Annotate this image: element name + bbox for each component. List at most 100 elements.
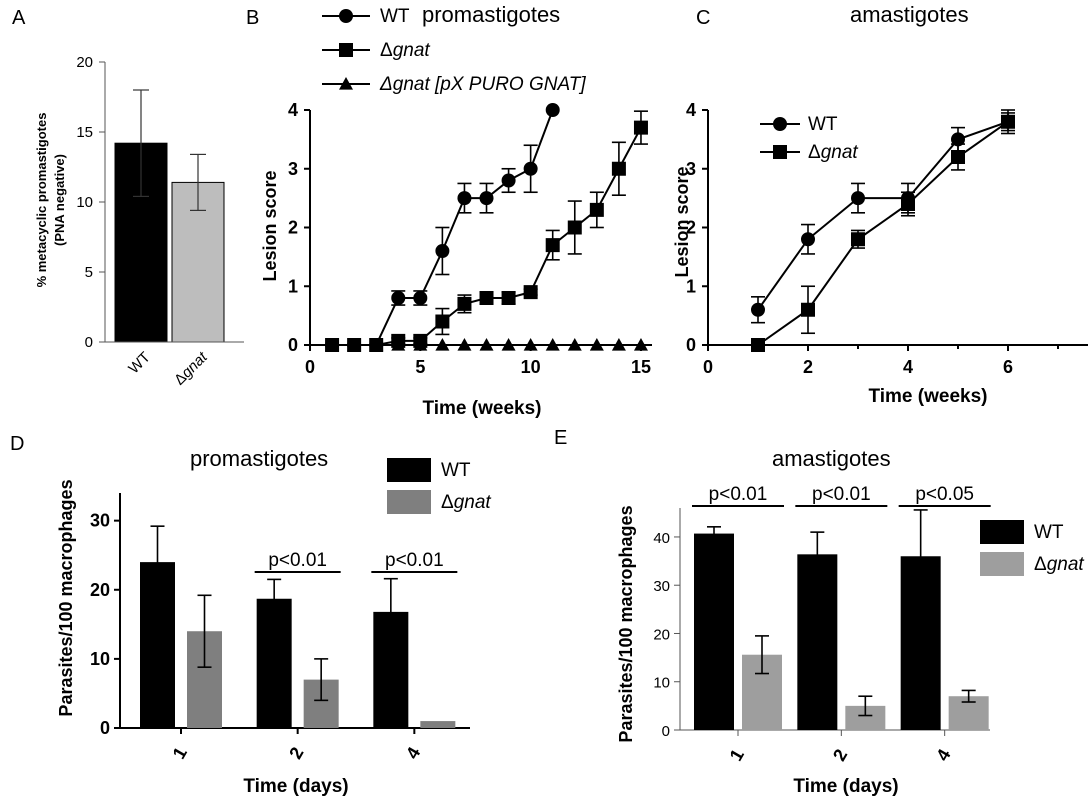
panel-b-data-point bbox=[567, 220, 582, 235]
panel-a-ylabel-line2: (PNA negative) bbox=[52, 154, 67, 246]
panel-d-bar bbox=[256, 598, 292, 728]
panel-b-legend-label: Δgnat bbox=[380, 40, 430, 61]
panel-a-yticks: 0 5 10 15 20 bbox=[76, 54, 105, 351]
panel-a-ytick-label: 20 bbox=[76, 54, 93, 71]
panel-b-legend: WT Δgnat Δgnat [pX PURO GNAT] bbox=[322, 6, 586, 95]
panel-c-data-point bbox=[851, 232, 865, 247]
panel-b-data-point bbox=[523, 285, 538, 300]
panel-b-data-point bbox=[413, 291, 428, 305]
panel-label-d: D bbox=[10, 433, 24, 455]
panel-e-legend-label: Δgnat bbox=[1034, 554, 1084, 575]
panel-b-data-point bbox=[545, 338, 560, 351]
panel-e-p-value: p<0.01 bbox=[709, 484, 768, 505]
panel-d-legend-label: WT bbox=[441, 460, 471, 481]
panel-b: B promastigotes WT Δgnat Δgnat [pX PURO GN… bbox=[246, 2, 652, 419]
panel-d-bar bbox=[420, 721, 456, 728]
panel-b-title: promastigotes bbox=[422, 2, 560, 27]
panel-b-xtick-label: 10 bbox=[521, 357, 541, 377]
panel-a-ytick-label: 10 bbox=[76, 194, 93, 211]
panel-b-data-point bbox=[589, 202, 604, 217]
panel-label-e: E bbox=[554, 427, 567, 449]
panel-c-xlabel: Time (weeks) bbox=[869, 386, 988, 407]
panel-c-legend-marker bbox=[773, 117, 787, 131]
panel-b-data-point bbox=[567, 338, 582, 351]
panel-e-xlabel: Time (days) bbox=[793, 776, 898, 797]
panel-d-xtick-label: 2 bbox=[285, 744, 307, 763]
panel-b-xtick-label: 5 bbox=[415, 357, 425, 377]
panel-d-ylabel: Parasites/100 macrophages bbox=[56, 479, 76, 716]
panel-b-ytick-label: 2 bbox=[288, 218, 298, 238]
panel-b-xtick-label: 15 bbox=[631, 357, 651, 377]
panel-e-legend-label: WT bbox=[1034, 522, 1064, 543]
panel-d-ytick-label: 10 bbox=[90, 649, 110, 669]
panel-c-data-point bbox=[801, 302, 815, 317]
panel-d-title: promastigotes bbox=[190, 446, 328, 471]
panel-c-legend-label: Δgnat bbox=[808, 142, 858, 163]
panel-a-ytick-label: 0 bbox=[85, 334, 93, 351]
panel-c-ylabel: Lesion score bbox=[672, 166, 692, 277]
panel-a: A % metacyclic promastigotes (PNA negati… bbox=[12, 7, 244, 389]
panel-b-legend-label: Δgnat [pX PURO GNAT] bbox=[379, 74, 586, 95]
panel-b-data-point bbox=[633, 338, 648, 351]
panel-c-ytick-label: 1 bbox=[686, 276, 696, 296]
panel-d-xlabel: Time (days) bbox=[243, 776, 348, 797]
panel-d-p-value: p<0.01 bbox=[268, 550, 327, 571]
panel-e-xtick-label: 1 bbox=[726, 746, 748, 765]
panel-d-xtick-label: 4 bbox=[402, 744, 424, 763]
panel-c-xtick-label: 2 bbox=[803, 357, 813, 377]
panel-b-data-point bbox=[523, 161, 538, 176]
panel-e-xtick-label: 4 bbox=[932, 746, 954, 765]
panel-d-legend-label: Δgnat bbox=[441, 492, 491, 513]
panel-c-data-point bbox=[951, 132, 965, 147]
panel-b-series-line bbox=[332, 127, 642, 346]
panel-d-ytick-label: 20 bbox=[90, 580, 110, 600]
panel-d-legend-swatch bbox=[387, 490, 431, 514]
panel-c-data-point bbox=[951, 150, 965, 164]
panel-a-ytick-label: 15 bbox=[76, 124, 93, 141]
panel-b-ylabel: Lesion score bbox=[260, 170, 280, 281]
panel-e-title: amastigotes bbox=[772, 446, 891, 471]
panel-c-data-point bbox=[801, 232, 815, 247]
panel-b-data-point bbox=[611, 161, 626, 176]
panel-b-data-point bbox=[479, 191, 494, 206]
panel-a-xtick-label: Δgnat bbox=[171, 348, 211, 388]
panel-e-ytick-label: 0 bbox=[662, 723, 670, 740]
panel-e-ylabel: Parasites/100 macrophages bbox=[616, 505, 636, 742]
panel-c-ytick-label: 2 bbox=[686, 218, 696, 238]
panel-b-legend-marker bbox=[339, 9, 353, 23]
panel-b-data-point bbox=[457, 338, 472, 351]
panel-d-legend: WT Δgnat bbox=[387, 458, 491, 514]
panel-c-data-point bbox=[1001, 114, 1015, 129]
panel-b-data-point bbox=[633, 120, 648, 135]
panel-label-b: B bbox=[246, 7, 259, 29]
panel-b-data-point bbox=[501, 291, 516, 305]
panel-d-xtick-label: 1 bbox=[169, 744, 191, 763]
panel-a-ytick-label: 5 bbox=[85, 264, 93, 281]
panel-c-ytick-label: 4 bbox=[686, 100, 696, 120]
panel-e-p-value: p<0.05 bbox=[915, 484, 974, 505]
panel-c-series-line bbox=[757, 120, 1009, 346]
panel-b-data-point bbox=[501, 338, 516, 351]
panel-b-xtick-label: 0 bbox=[305, 357, 315, 377]
panel-b-legend-marker bbox=[339, 43, 353, 57]
panel-e-p-value: p<0.01 bbox=[812, 484, 871, 505]
panel-label-c: C bbox=[696, 7, 710, 29]
panel-b-data-point bbox=[545, 238, 560, 253]
panel-b-data-point bbox=[457, 191, 472, 206]
panel-e: E amastigotes WT Δgnat Parasites/100 macr… bbox=[554, 427, 1084, 797]
panel-d-ytick-label: 30 bbox=[90, 511, 110, 531]
panel-a-xtick-label: WT bbox=[125, 349, 154, 378]
panel-e-legend: WT Δgnat bbox=[980, 520, 1084, 576]
panel-c-xtick-label: 6 bbox=[1003, 357, 1013, 377]
panel-c-series-line bbox=[757, 120, 1009, 311]
panel-c-data-point bbox=[901, 197, 915, 211]
panel-b-legend-label: WT bbox=[380, 6, 410, 27]
panel-e-legend-swatch bbox=[980, 520, 1024, 544]
panel-b-data-point bbox=[413, 338, 428, 351]
panel-b-xlabel: Time (weeks) bbox=[423, 398, 542, 419]
panel-d-ytick-label: 0 bbox=[100, 718, 110, 738]
panel-b-data-point bbox=[325, 338, 340, 351]
panel-c-legend-label: WT bbox=[808, 114, 838, 135]
panel-b-ytick-label: 0 bbox=[288, 335, 298, 355]
